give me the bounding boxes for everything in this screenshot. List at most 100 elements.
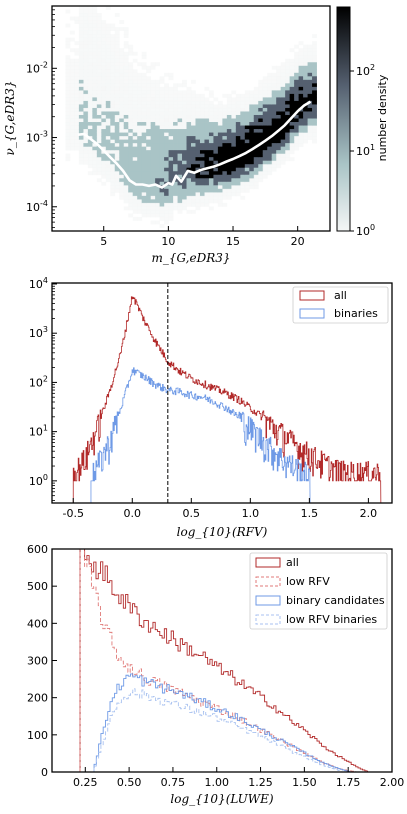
density-cell [267,143,273,148]
density-cell [258,111,264,116]
density-cell [289,143,295,148]
density-cell [289,97,295,102]
density-cell [132,129,138,133]
density-cell [105,160,111,165]
density-cell [231,122,237,126]
density-cell [155,192,161,197]
density-cell [92,16,98,21]
density-cell [258,118,264,123]
density-cell [87,58,93,63]
density-cell [65,125,71,130]
density-cell [141,143,147,148]
density-cell [83,160,89,165]
density-cell [244,129,250,133]
density-cell [298,58,304,63]
density-cell [258,146,264,151]
density-cell [235,118,241,123]
density-cell [92,41,98,46]
density-cell [87,79,93,84]
density-cell [128,44,134,49]
density-cell [285,107,291,112]
density-cell [87,27,93,32]
density-cell [208,157,214,162]
density-cell [146,188,152,193]
density-cell [289,132,295,137]
density-cell [150,104,156,109]
density-cell [199,97,205,102]
density-cell [96,72,102,77]
density-cell [191,178,196,183]
density-cell [253,171,259,176]
density-cell [141,139,147,144]
density-cell [83,51,89,56]
density-cell [303,48,308,53]
density-cell [110,122,116,126]
density-cell [87,118,93,123]
density-cell [217,139,223,144]
density-cell [74,20,80,24]
density-cell [276,164,282,169]
density-cell [101,160,107,165]
density-cell [123,104,129,109]
density-cell [276,97,282,102]
density-cell [101,62,107,67]
density-cell [231,139,237,144]
density-cell [262,146,268,151]
density-cell [289,58,295,63]
density-cell [182,79,187,84]
density-cell [74,136,80,140]
density-cell [114,118,120,123]
density-cell [303,129,308,133]
density-cell [141,51,147,56]
density-cell [276,143,282,148]
density-cell [191,209,196,214]
density-cell [65,139,71,144]
density-cell [164,93,169,98]
density-cell [132,146,138,151]
density-cell [83,6,89,10]
x-tick-label: 0.50 [117,776,142,789]
density-cell [177,209,183,214]
density-cell [69,143,75,148]
density-cell [182,143,187,148]
density-cell [177,93,183,98]
density-cell [87,114,93,119]
density-cell [69,76,75,81]
density-cell [258,150,264,155]
density-cell [312,34,317,39]
density-cell [173,129,178,133]
density-cell [132,143,138,148]
density-cell [146,79,152,84]
density-cell [137,111,143,116]
density-cell [249,100,255,105]
density-cell [128,65,134,70]
density-cell [132,216,138,221]
density-cell [186,111,192,116]
density-cell [208,114,214,119]
density-cell [123,27,129,32]
density-cell [150,136,156,140]
density-cell [105,122,111,126]
density-cell [285,136,291,140]
density-cell [83,37,89,42]
y-tick-label: 103 [29,325,48,340]
density-cell [141,62,147,67]
density-cell [105,86,111,91]
density-cell [280,132,286,137]
density-cell [92,27,98,32]
density-cell [164,129,169,133]
density-cell [101,55,107,60]
density-cell [101,153,107,158]
density-cell [119,97,125,102]
density-cell [191,181,196,186]
density-cell [150,107,156,112]
density-cell [141,55,147,60]
density-cell [267,93,273,98]
density-cell [235,143,241,148]
density-cell [87,76,93,81]
density-cell [146,86,152,91]
density-cell [298,55,304,60]
density-cell [69,83,75,88]
density-cell [271,72,277,77]
density-cell [159,146,165,151]
